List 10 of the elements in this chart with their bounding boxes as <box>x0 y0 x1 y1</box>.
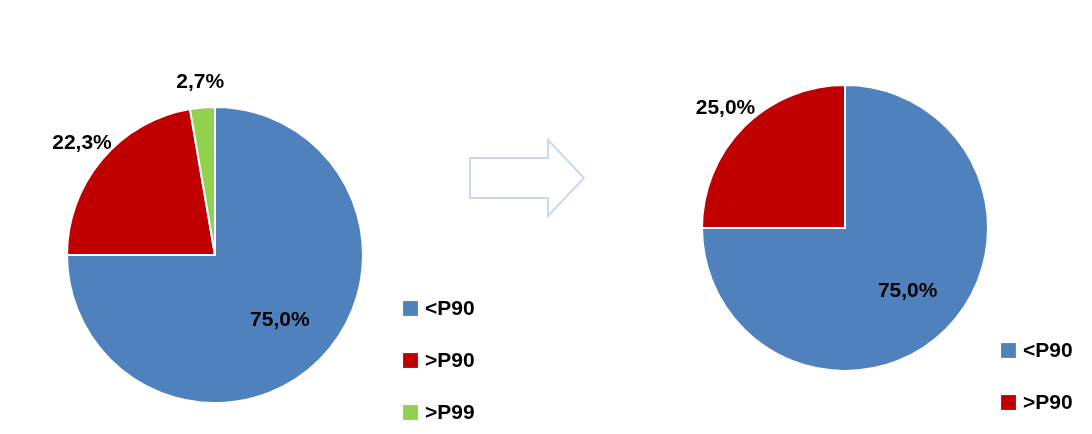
data-label: 75,0% <box>877 277 938 301</box>
data-label: 2,7% <box>176 68 225 92</box>
legend-label: >P99 <box>425 399 475 423</box>
legend-label: >P90 <box>1023 389 1073 413</box>
data-label: 75,0% <box>250 306 310 330</box>
legend-label: <P90 <box>425 295 475 319</box>
legend-label: >P90 <box>425 347 475 371</box>
data-label: 22,3% <box>52 129 113 153</box>
data-label: 25,0% <box>695 95 756 119</box>
legend-label: <P90 <box>1023 337 1073 361</box>
